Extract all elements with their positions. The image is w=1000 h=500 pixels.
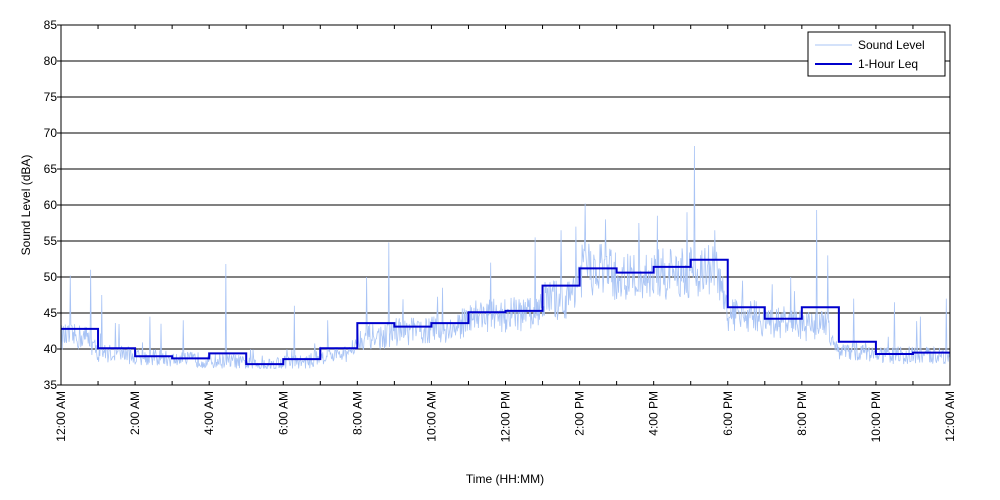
x-axis-title: Time (HH:MM) xyxy=(466,472,544,486)
x-tick-label-12: 12:00 AM xyxy=(943,391,957,442)
leq-series xyxy=(61,258,950,366)
legend-label-sound-level: Sound Level xyxy=(858,38,925,52)
x-tick-label-8: 4:00 PM xyxy=(647,391,661,436)
y-tick-label-60: 60 xyxy=(44,198,58,212)
x-tick-label-11: 10:00 PM xyxy=(869,391,883,442)
x-tick-label-4: 8:00 AM xyxy=(350,391,364,435)
legend: Sound Level 1-Hour Leq xyxy=(807,31,946,77)
y-axis-title: Sound Level (dBA) xyxy=(19,155,33,256)
x-tick-label-6: 12:00 PM xyxy=(499,391,513,442)
y-tick-label-80: 80 xyxy=(44,54,58,68)
x-tick-label-0: 12:00 AM xyxy=(54,391,68,442)
x-axis: 12:00 AM 2:00 AM 4:00 AM 6:00 AM 8:00 AM 10:0… xyxy=(54,25,957,442)
leq-step-line xyxy=(61,258,950,366)
x-tick-label-2: 4:00 AM xyxy=(202,391,216,435)
x-tick-label-5: 10:00 AM xyxy=(424,391,438,442)
x-tick-label-1: 2:00 AM xyxy=(128,391,142,435)
legend-box xyxy=(807,31,946,77)
x-tick-label-9: 6:00 PM xyxy=(721,391,735,436)
y-tick-label-75: 75 xyxy=(44,90,58,104)
y-tick-label-85: 85 xyxy=(44,18,58,32)
legend-label-leq: 1-Hour Leq xyxy=(858,57,918,71)
x-tick-label-7: 2:00 PM xyxy=(573,391,587,436)
y-tick-label-40: 40 xyxy=(44,342,58,356)
y-tick-label-55: 55 xyxy=(44,234,58,248)
y-tick-label-50: 50 xyxy=(44,270,58,284)
y-axis: 35 40 45 50 55 60 65 70 75 80 85 xyxy=(44,18,61,392)
y-tick-label-70: 70 xyxy=(44,126,58,140)
x-tick-label-10: 8:00 PM xyxy=(795,391,809,436)
y-tick-label-65: 65 xyxy=(44,162,58,176)
y-tick-label-35: 35 xyxy=(44,378,58,392)
y-tick-label-45: 45 xyxy=(44,306,58,320)
x-tick-label-3: 6:00 AM xyxy=(276,391,290,435)
